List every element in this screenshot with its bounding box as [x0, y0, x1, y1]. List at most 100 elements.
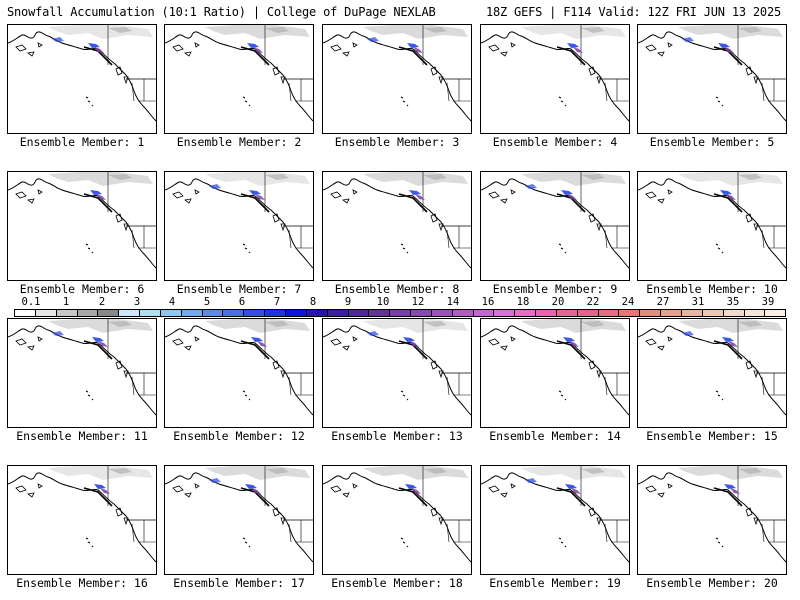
snow-area-shading: [581, 174, 605, 180]
aleutian-islands: [15, 336, 43, 351]
snow-accum-blue: [52, 37, 64, 42]
ensemble-member-label: Ensemble Member: 4: [492, 135, 618, 149]
snow-accum-blue: [52, 331, 64, 336]
snow-area-shading: [205, 172, 310, 186]
coastal-islands: [115, 360, 129, 379]
coastal-islands: [588, 507, 602, 526]
coastal-islands: [745, 507, 759, 526]
hawaii-islands: [85, 96, 94, 107]
hawaii-islands: [715, 537, 724, 548]
colorbar-swatch: [661, 310, 682, 316]
snow-area-shading: [265, 321, 289, 327]
ensemble-member-label: Ensemble Member: 6: [19, 282, 145, 296]
snow-accum-blue: [92, 337, 104, 342]
snow-accum-purple: [251, 488, 261, 494]
hawaii-islands: [242, 243, 251, 254]
colorbar-swatch: [56, 310, 78, 316]
colorbar-swatch: [765, 310, 786, 316]
snow-accum-blue: [563, 337, 575, 342]
coastline: [165, 472, 313, 563]
coastline: [8, 325, 156, 416]
hawaii-islands: [242, 96, 251, 107]
ensemble-panel: [164, 465, 314, 575]
coastal-islands: [430, 360, 444, 379]
coastline-southeast-alaska: [398, 193, 428, 213]
hawaii-islands: [715, 390, 724, 401]
snow-area-shading: [581, 27, 605, 33]
coastline: [8, 31, 156, 122]
hawaii-islands: [715, 243, 724, 254]
snow-area-shading: [581, 321, 605, 327]
snow-accum-purple: [96, 194, 106, 200]
coastline-southeast-alaska: [713, 46, 743, 66]
snow-accum-purple: [573, 47, 583, 53]
coastal-islands: [430, 213, 444, 232]
ensemble-member-label: Ensemble Member: 15: [646, 429, 778, 443]
colorbar-swatch: [577, 310, 599, 316]
colorbar-swatch: [181, 310, 203, 316]
map-area: [8, 172, 156, 269]
colorbar-swatch: [744, 310, 766, 316]
snow-accum-purple: [253, 47, 263, 53]
coastal-islands: [430, 66, 444, 85]
snow-accum-blue: [561, 190, 573, 195]
coastline-southeast-alaska: [240, 193, 270, 213]
state-lines: [131, 79, 156, 102]
coastline-southeast-alaska: [713, 340, 743, 360]
state-lines: [446, 373, 471, 396]
coastline-southeast-alaska: [398, 487, 428, 507]
state-lines: [131, 373, 156, 396]
colorbar-swatch: [265, 310, 286, 316]
snow-area-shading: [205, 466, 310, 480]
coastline: [638, 325, 786, 416]
colorbar-swatch: [285, 310, 307, 316]
snow-accum-purple: [415, 194, 425, 200]
snow-accum-blue: [88, 43, 100, 48]
snow-accum-blue: [209, 478, 221, 483]
coastline: [481, 178, 629, 269]
snow-area-shading: [48, 319, 153, 333]
snow-area-shading: [265, 468, 289, 474]
ensemble-member-label: Ensemble Member: 8: [334, 282, 460, 296]
ensemble-panel: [164, 24, 314, 134]
state-lines: [761, 520, 786, 543]
colorbar-tick-label: 7: [273, 296, 281, 308]
colorbar-swatch: [556, 310, 578, 316]
snow-accum-purple: [98, 341, 108, 347]
coastal-islands: [588, 360, 602, 379]
state-lines: [446, 79, 471, 102]
snow-area-shading: [738, 27, 762, 33]
ensemble-panel: [637, 24, 787, 134]
state-lines: [131, 520, 156, 543]
ensemble-member-label: Ensemble Member: 2: [176, 135, 302, 149]
state-lines: [288, 373, 313, 396]
coastal-islands: [272, 507, 286, 526]
coastline: [8, 178, 156, 269]
ensemble-member-label: Ensemble Member: 3: [334, 135, 460, 149]
colorbar-swatch: [619, 310, 641, 316]
coastline: [323, 31, 471, 122]
snow-accum-blue: [94, 484, 106, 489]
colorbar-tick-label: 39: [761, 296, 775, 308]
hawaii-islands: [558, 96, 567, 107]
snow-area-shading: [678, 172, 783, 186]
snow-area-shading: [108, 27, 132, 33]
hawaii-islands: [400, 537, 409, 548]
snow-accum-blue: [251, 337, 263, 342]
coastal-islands: [272, 213, 286, 232]
colorbar-tick-label: 0.1: [21, 296, 41, 308]
colorbar-swatch: [640, 310, 662, 316]
map-area: [8, 319, 156, 416]
ensemble-member-label: Ensemble Member: 17: [173, 576, 305, 590]
colorbar-tick-label: 2: [98, 296, 106, 308]
coastline: [165, 325, 313, 416]
ensemble-panel: [480, 465, 630, 575]
aleutian-islands: [172, 483, 200, 498]
state-lines: [604, 79, 629, 102]
ensemble-panel: [7, 171, 157, 281]
snow-area-shading: [521, 25, 626, 39]
snow-accum-blue: [682, 37, 694, 42]
snow-area-shading: [265, 174, 289, 180]
colorbar-swatch: [98, 310, 120, 316]
hawaii-islands: [85, 390, 94, 401]
